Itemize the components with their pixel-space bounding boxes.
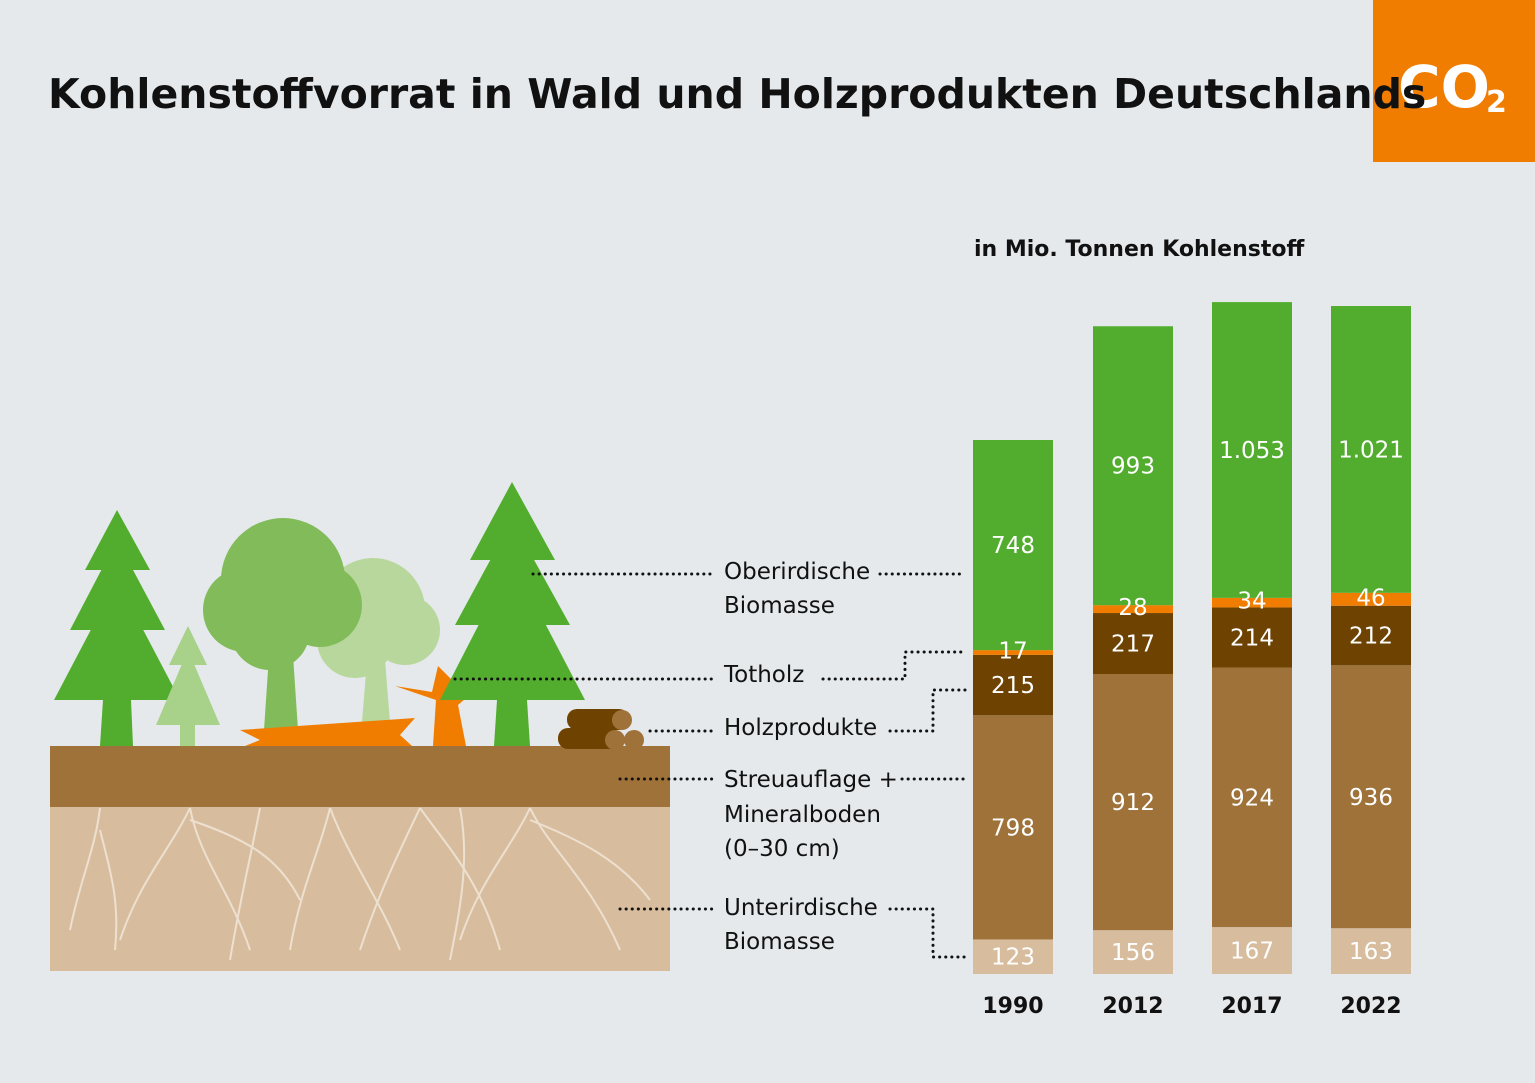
x-tick-label: 2022: [1340, 994, 1401, 1019]
stacked-bars: 123 798 215 17 748 1990 156 912 217 28 993 2012 167 9…: [973, 302, 1411, 1019]
bar-segment: [1212, 927, 1292, 974]
x-tick-label: 2012: [1102, 994, 1163, 1019]
legend-streu-1: Streuauflage +: [724, 767, 898, 793]
bar-segment: [973, 715, 1053, 940]
subsoil-layer: [50, 806, 670, 971]
bar-segment: [1331, 306, 1411, 593]
legend-unterirdisch-1: Unterirdische: [724, 895, 878, 921]
bar-value-label: 993: [1111, 454, 1155, 480]
bar-value-label: 167: [1230, 939, 1274, 965]
bar-segment: [1212, 302, 1292, 598]
legend-streu-2: Mineralboden: [724, 802, 881, 828]
bar-value-label: 748: [991, 533, 1035, 559]
small-conifer-icon: [156, 626, 220, 746]
bar-segment: [1093, 930, 1173, 974]
leader-lines: [453, 572, 967, 959]
bar-value-label: 214: [1230, 625, 1274, 651]
bar-segment: [973, 654, 1053, 716]
bar-value-label: 34: [1237, 589, 1266, 615]
bar-value-label: 1.053: [1219, 438, 1285, 464]
co2-badge: [1373, 0, 1535, 162]
legend-totholz: Totholz: [723, 662, 804, 688]
x-tick-label: 1990: [982, 994, 1043, 1019]
bar-value-label: 924: [1230, 785, 1274, 811]
bar-value-label: 217: [1111, 632, 1155, 658]
legend-streu-3: (0–30 cm): [724, 836, 840, 862]
bar-value-label: 912: [1111, 790, 1155, 816]
bar-value-label: 215: [991, 673, 1035, 699]
bar-value-label: 212: [1349, 624, 1393, 650]
forest-illustration: [50, 482, 670, 971]
bar-value-label: 123: [991, 945, 1035, 971]
bar-value-label: 46: [1356, 585, 1385, 611]
bar-segment: [1212, 667, 1292, 928]
bar-value-label: 1.021: [1338, 437, 1404, 463]
bar-segment: [1093, 605, 1173, 614]
bar-value-label: 936: [1349, 785, 1393, 811]
bar-segment: [1331, 665, 1411, 929]
unit-label: in Mio. Tonnen Kohlenstoff: [974, 237, 1305, 262]
legend-holzprodukte: Holzprodukte: [724, 715, 877, 741]
bar-segment: [1331, 928, 1411, 974]
x-tick-label: 2017: [1221, 994, 1282, 1019]
bar-segment: [1331, 592, 1411, 606]
bar-value-label: 28: [1118, 595, 1147, 621]
page-title: Kohlenstoffvorrat in Wald und Holzproduk…: [48, 70, 1426, 118]
bar-segment: [973, 939, 1053, 974]
co2-badge-text: CO: [1398, 53, 1490, 121]
legend-oberirdisch-2: Biomasse: [724, 593, 835, 619]
litter-layer: [50, 746, 670, 807]
bar-value-label: 156: [1111, 940, 1155, 966]
deciduous-tree-icon: [203, 518, 362, 730]
co2-badge-subscript: 2: [1486, 85, 1507, 120]
legend-unterirdisch-2: Biomasse: [724, 929, 835, 955]
bar-value-label: 163: [1349, 939, 1393, 965]
bar-value-label: 798: [991, 815, 1035, 841]
bar-segment: [1212, 607, 1292, 668]
bar-value-label: 17: [998, 639, 1027, 665]
bar-segment: [1093, 613, 1173, 674]
wood-products-icon: [558, 709, 644, 750]
roots-icon: [69, 807, 651, 961]
conifer-tree-icon: [54, 510, 180, 746]
conifer-tree-right-icon: [440, 482, 585, 746]
bar-segment: [1093, 673, 1173, 931]
bar-segment: [973, 650, 1053, 655]
legend-oberirdisch-1: Oberirdische: [724, 559, 870, 585]
bar-segment: [1331, 605, 1411, 666]
bar-segment: [1093, 326, 1173, 606]
bar-segment: [973, 440, 1053, 651]
bar-segment: [1212, 597, 1292, 608]
